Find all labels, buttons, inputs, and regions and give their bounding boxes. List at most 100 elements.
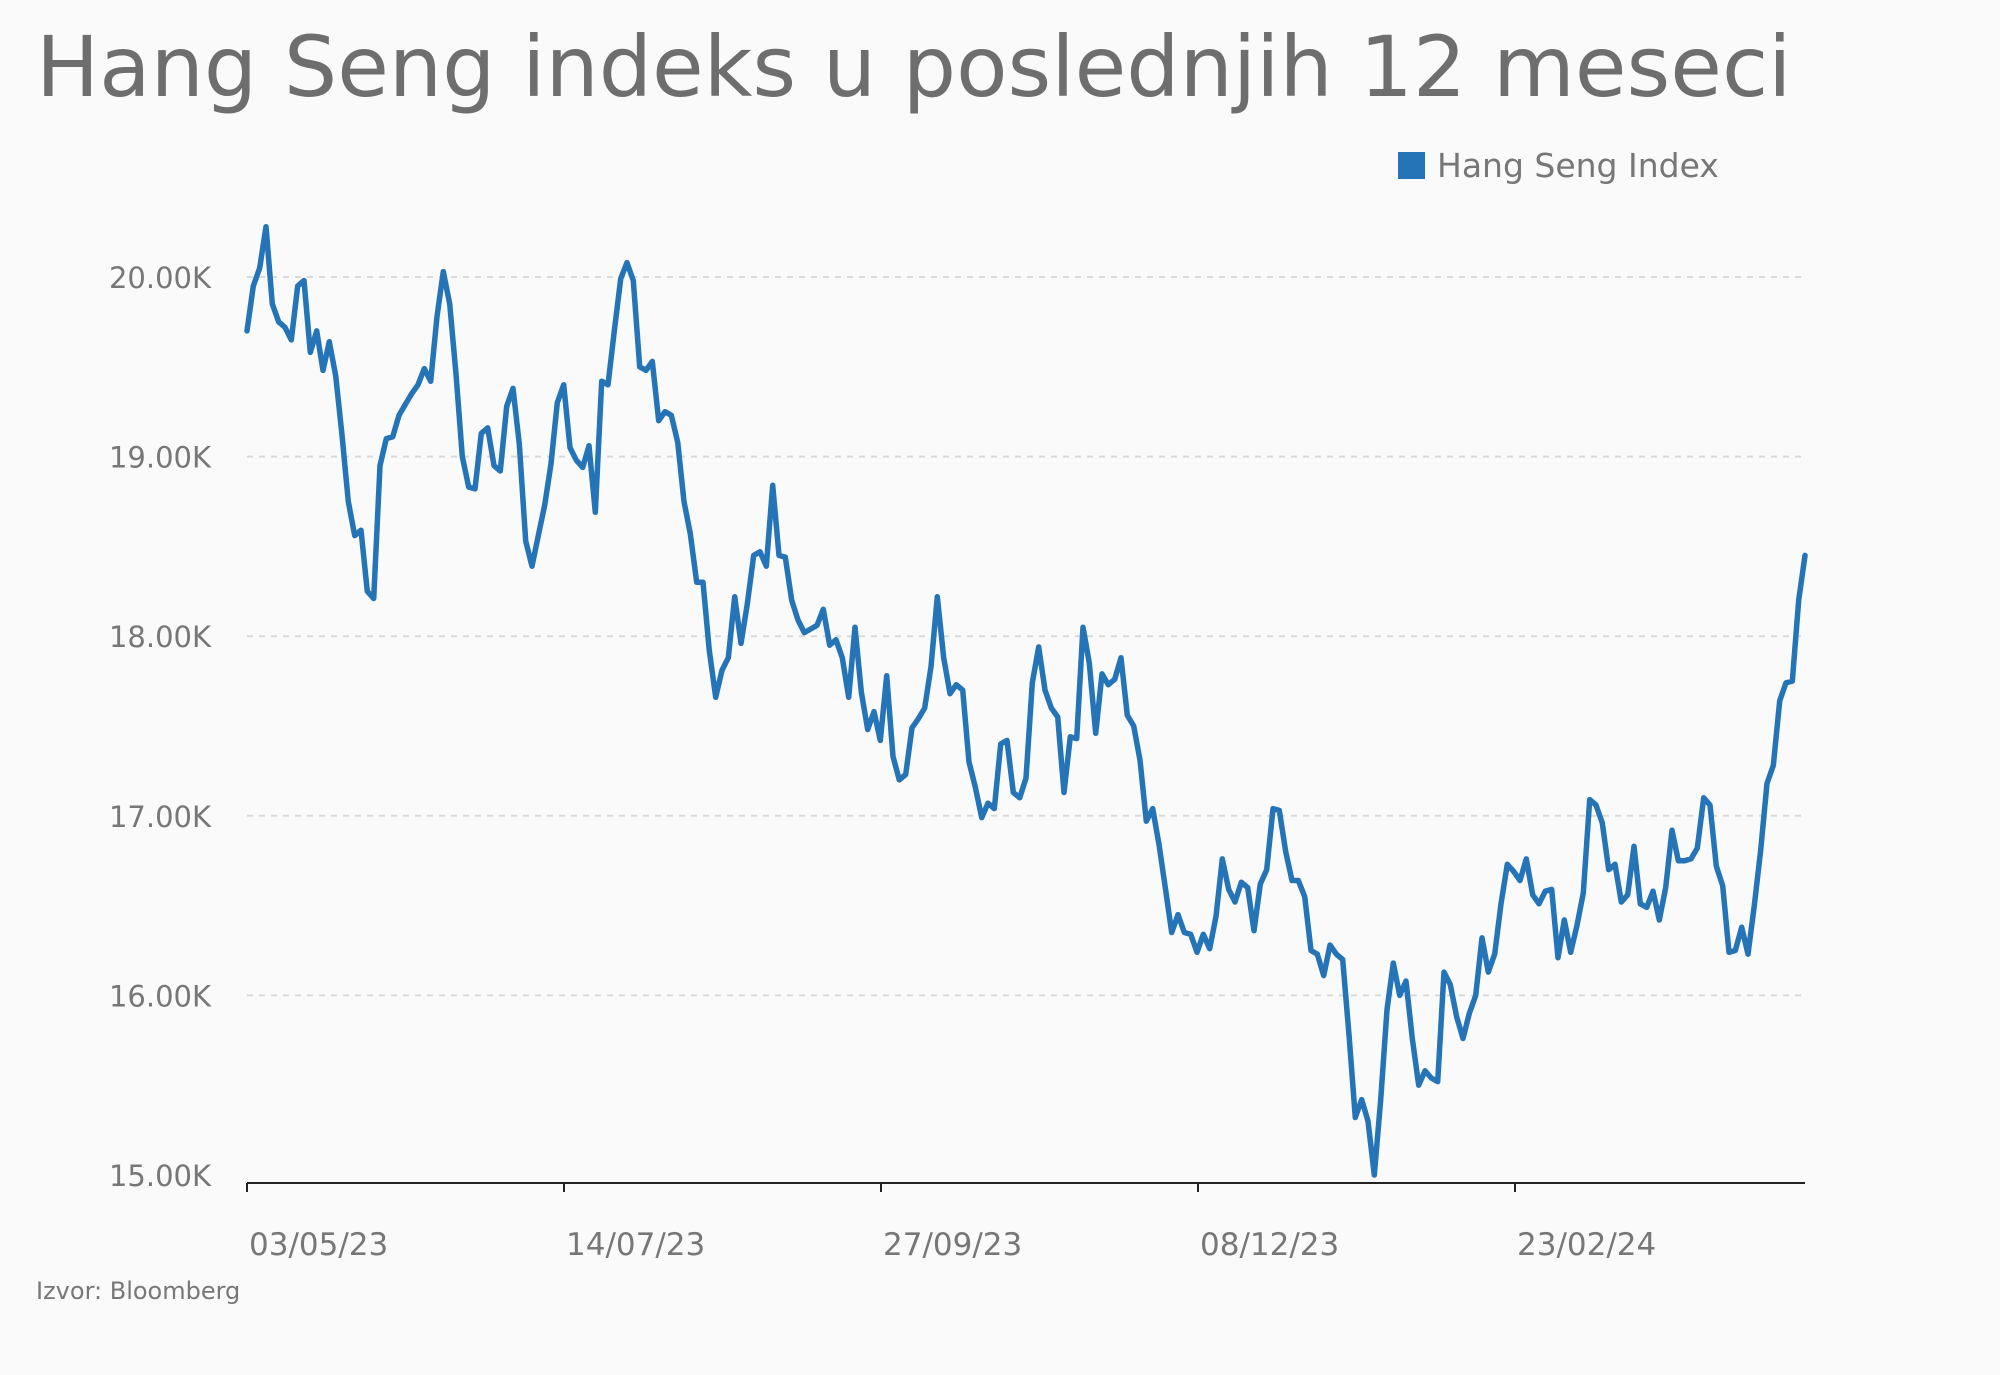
data-point [379, 464, 381, 467]
data-point [1341, 958, 1344, 961]
data-point [1018, 797, 1021, 799]
y-tick-label: 18.00K [109, 620, 212, 654]
data-point [556, 401, 559, 404]
data-point [765, 565, 768, 567]
data-point [1113, 678, 1116, 681]
legend-label: Hang Seng Index [1437, 146, 1719, 185]
data-point [1797, 599, 1800, 602]
data-point [1728, 951, 1730, 954]
data-point [607, 384, 609, 386]
data-point [1411, 1037, 1414, 1040]
data-point [486, 427, 489, 429]
data-point [1772, 764, 1775, 767]
data-point [1607, 868, 1610, 871]
data-point [1120, 657, 1122, 659]
data-point [537, 534, 540, 537]
data-point [1702, 797, 1705, 799]
data-point [1525, 858, 1528, 860]
data-point [1373, 1174, 1376, 1176]
data-point [727, 657, 730, 659]
data-point [1284, 850, 1287, 853]
data-point [1614, 863, 1616, 866]
data-point [1791, 680, 1794, 682]
data-point [429, 380, 432, 383]
data-point [1639, 903, 1642, 905]
data-point [1139, 759, 1141, 761]
data-point [1620, 901, 1623, 903]
data-point [1246, 886, 1249, 889]
data-point [816, 624, 818, 627]
data-point [942, 657, 945, 659]
data-point [1094, 732, 1097, 734]
data-point [569, 446, 571, 449]
data-point [1601, 822, 1604, 824]
data-point [1379, 1098, 1382, 1101]
data-point [911, 727, 913, 729]
data-point [904, 773, 907, 776]
data-point [1664, 886, 1667, 889]
data-point [1576, 924, 1578, 927]
data-point [923, 707, 926, 709]
data-point [1259, 883, 1262, 885]
data-point [708, 649, 711, 652]
data-point [531, 565, 533, 567]
data-point [353, 534, 356, 537]
data-point [987, 802, 989, 804]
data-point [1778, 700, 1781, 702]
data-point [467, 486, 470, 488]
data-point [1582, 892, 1585, 894]
data-point [733, 595, 736, 598]
data-point [771, 484, 774, 487]
data-point [968, 761, 970, 763]
data-point [1785, 682, 1787, 684]
data-point [1196, 951, 1198, 954]
data-point [676, 441, 679, 444]
data-point [1500, 903, 1502, 905]
data-point [1487, 971, 1490, 973]
data-point [341, 434, 343, 436]
data-point [581, 466, 584, 469]
data-point [955, 683, 958, 686]
data-point [1683, 859, 1686, 862]
data-point [493, 464, 495, 467]
data-point [1240, 881, 1243, 884]
data-point [1531, 894, 1534, 896]
data-point [1474, 994, 1477, 997]
y-tick-label: 20.00K [109, 261, 212, 295]
data-point [1132, 725, 1135, 727]
data-point [1044, 689, 1046, 691]
data-point [436, 315, 438, 318]
data-point [1690, 858, 1692, 860]
data-point [1443, 971, 1445, 973]
y-tick-label: 15.00K [109, 1159, 212, 1193]
data-point [360, 529, 362, 531]
data-point [1316, 953, 1319, 955]
data-point [1177, 913, 1179, 916]
data-point [423, 367, 426, 370]
data-point [626, 261, 628, 264]
data-point [1234, 901, 1236, 903]
data-point [980, 816, 983, 819]
data-point [841, 657, 844, 659]
data-point [1417, 1084, 1420, 1086]
data-point [1626, 894, 1629, 896]
data-point [809, 628, 812, 630]
data-point [1386, 1009, 1388, 1011]
data-point [1519, 879, 1521, 882]
data-point [315, 330, 318, 332]
data-point [1151, 807, 1154, 810]
data-point [594, 511, 597, 514]
data-point [1170, 931, 1173, 934]
data-point [1595, 804, 1597, 806]
data-point [721, 669, 723, 672]
data-point [670, 414, 673, 417]
data-point [746, 603, 749, 605]
data-point [543, 504, 546, 506]
data-point [1753, 904, 1756, 907]
data-point [366, 590, 369, 593]
data-point [740, 642, 742, 645]
data-point [1265, 868, 1268, 871]
data-point [638, 366, 641, 368]
legend: Hang Seng Index [1398, 146, 1719, 185]
